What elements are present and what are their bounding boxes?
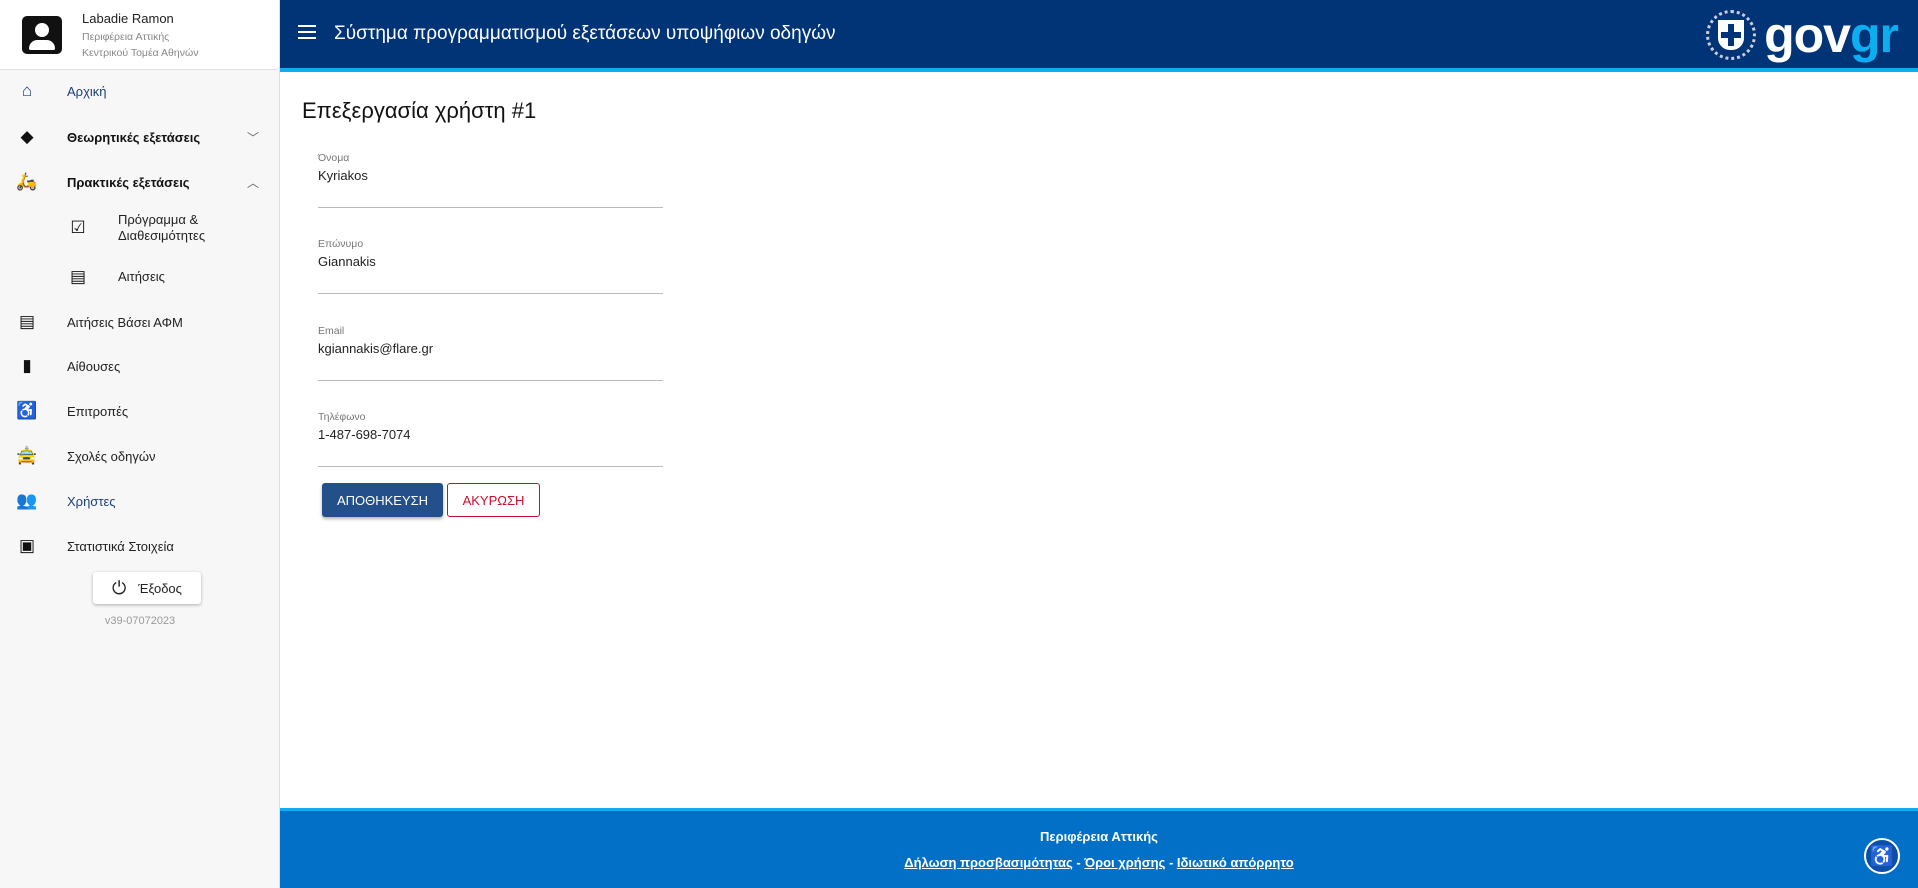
footer-org: Περιφέρεια Αττικής bbox=[1040, 829, 1158, 844]
terms-link[interactable]: Όροι χρήσης bbox=[1084, 855, 1166, 870]
calendar-check-icon: ☑ bbox=[70, 218, 86, 237]
sidebar-item-home[interactable]: ⌂ Αρχική bbox=[0, 71, 279, 111]
sidebar-item-label: Σχολές οδηγών bbox=[67, 448, 156, 464]
sidebar-item-label: Αιτήσεις Βάσει ΑΦΜ bbox=[67, 314, 183, 330]
version-label: v39-07072023 bbox=[104, 615, 176, 627]
chevron-down-icon: ﹀ bbox=[246, 130, 259, 145]
people-icon: 👥 bbox=[16, 491, 38, 510]
user-name: Labadie Ramon bbox=[82, 11, 174, 26]
menu-icon[interactable] bbox=[298, 25, 316, 39]
clipboard-icon: ▤ bbox=[18, 312, 36, 331]
separator: - bbox=[1165, 855, 1177, 870]
sidebar-item-applications[interactable]: ▤ Αιτήσεις bbox=[0, 257, 279, 297]
greek-emblem-icon bbox=[1706, 10, 1757, 60]
sidebar-item-applications-afm[interactable]: ▤ Αιτήσεις Βάσει ΑΦΜ bbox=[0, 302, 279, 342]
clipboard-icon: ▤ bbox=[69, 267, 87, 286]
sidebar-item-theory-exams[interactable]: ◆ Θεωρητικές εξετάσεις ﹀ bbox=[0, 117, 279, 157]
last-name-field[interactable]: Επώνυμο bbox=[318, 238, 663, 294]
moped-icon: 🛵 bbox=[16, 172, 38, 191]
email-field[interactable]: Email bbox=[318, 325, 663, 381]
sidebar-item-schedule[interactable]: ☑ Πρόγραμμα & Διαθεσιμότητες bbox=[0, 208, 279, 248]
home-icon: ⌂ bbox=[21, 81, 33, 100]
sidebar-item-practical-exams[interactable]: 🛵 Πρακτικές εξετάσεις ︿ bbox=[0, 162, 279, 202]
accessibility-icon[interactable]: ♿ bbox=[1864, 838, 1900, 874]
app-title: Σύστημα προγραμματισμού εξετάσεων υποψήφ… bbox=[334, 23, 836, 44]
sidebar-item-label: Στατιστικά Στοιχεία bbox=[67, 538, 174, 554]
logout-label: Έξοδος bbox=[138, 580, 182, 596]
field-label: Όνομα bbox=[318, 152, 350, 164]
sidebar-item-statistics[interactable]: ▣ Στατιστικά Στοιχεία bbox=[0, 526, 279, 566]
chevron-up-icon: ︿ bbox=[246, 175, 259, 190]
cancel-button[interactable]: ΑΚΥΡΩΣΗ bbox=[447, 483, 540, 517]
field-label: Email bbox=[318, 325, 345, 337]
chart-icon: ▣ bbox=[18, 536, 36, 555]
email-input[interactable] bbox=[318, 341, 663, 356]
sidebar-item-driving-schools[interactable]: 🚖 Σχολές οδηγών bbox=[0, 436, 279, 476]
sidebar-item-users[interactable]: 👥 Χρήστες bbox=[0, 481, 279, 521]
privacy-link[interactable]: Ιδιωτικό απόρρητο bbox=[1176, 855, 1294, 870]
app-header: Σύστημα προγραμματισμού εξετάσεων υποψήφ… bbox=[280, 0, 1918, 72]
user-region: Περιφέρεια Αττικής bbox=[82, 31, 170, 43]
save-button[interactable]: ΑΠΟΘΗΚΕΥΣΗ bbox=[322, 483, 443, 517]
car-icon: 🚖 bbox=[16, 446, 38, 465]
sidebar-item-label: Επιτροπές bbox=[67, 403, 129, 419]
sidebar-item-rooms[interactable]: ▮ Αίθουσες bbox=[0, 346, 279, 386]
directions-icon: ◆ bbox=[20, 127, 34, 146]
sidebar-item-label: Πρακτικές εξετάσεις bbox=[67, 174, 190, 190]
page-title: Επεξεργασία χρήστη #1 bbox=[302, 98, 537, 123]
separator: - bbox=[1072, 855, 1085, 870]
footer: Περιφέρεια Αττικής Δήλωση προσβασιμότητα… bbox=[280, 808, 1918, 888]
sidebar: Labadie Ramon Περιφέρεια Αττικής Κεντρικ… bbox=[0, 0, 280, 888]
phone-input[interactable] bbox=[318, 427, 663, 442]
field-label: Επώνυμο bbox=[318, 238, 364, 250]
power-icon: ⏻ bbox=[112, 577, 127, 598]
accessibility-link[interactable]: Δήλωση προσβασιμότητας bbox=[904, 855, 1073, 870]
sidebar-item-label: Αρχική bbox=[67, 83, 107, 99]
sidebar-item-label: Πρόγραμμα & Διαθεσιμότητες bbox=[118, 212, 206, 243]
last-name-input[interactable] bbox=[318, 254, 663, 269]
avatar-icon bbox=[22, 16, 62, 54]
user-sector: Κεντρικού Τομέα Αθηνών bbox=[82, 47, 199, 59]
sidebar-item-committees[interactable]: ♿ Επιτροπές bbox=[0, 391, 279, 431]
first-name-field[interactable]: Όνομα bbox=[318, 152, 663, 208]
logout-button[interactable]: ⏻ Έξοδος bbox=[93, 572, 201, 604]
govgr-logo: govgr bbox=[1706, 10, 1899, 60]
field-label: Τηλέφωνο bbox=[318, 411, 366, 423]
sidebar-item-label: Θεωρητικές εξετάσεις bbox=[67, 129, 201, 145]
seat-icon: ♿ bbox=[16, 401, 38, 420]
door-icon: ▮ bbox=[22, 356, 32, 375]
first-name-input[interactable] bbox=[318, 168, 663, 183]
phone-field[interactable]: Τηλέφωνο bbox=[318, 411, 663, 467]
sidebar-item-label: Αιτήσεις bbox=[118, 269, 165, 284]
user-profile: Labadie Ramon Περιφέρεια Αττικής Κεντρικ… bbox=[0, 0, 279, 70]
sidebar-item-label: Αίθουσες bbox=[67, 358, 121, 374]
sidebar-item-label: Χρήστες bbox=[67, 493, 116, 509]
